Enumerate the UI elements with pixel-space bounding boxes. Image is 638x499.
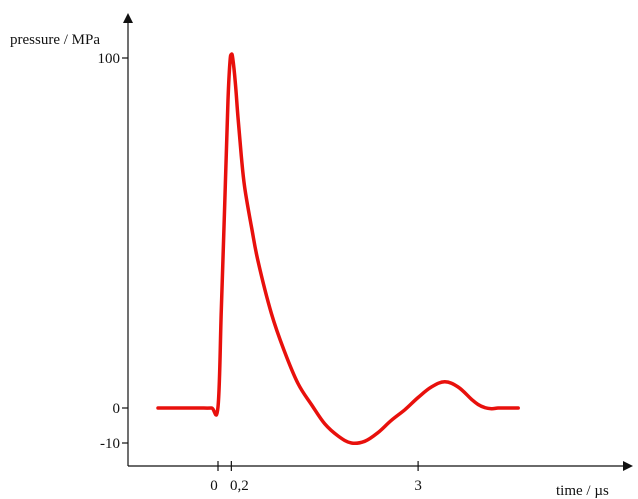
- y-tick-label: 0: [113, 401, 121, 417]
- x-tick-label: 3: [414, 478, 422, 494]
- y-tick-label: 100: [98, 51, 121, 67]
- x-tick-label: 0: [210, 478, 218, 494]
- x-tick-label: 0,2: [230, 478, 249, 494]
- x-axis-label: time / µs: [556, 483, 609, 499]
- y-ticks: 100 0 -10: [98, 51, 128, 452]
- x-ticks: 0 0,2 3: [210, 461, 422, 494]
- y-axis-label: pressure / MPa: [10, 32, 100, 48]
- pressure-curve-line: [156, 52, 520, 446]
- y-tick-label: -10: [100, 436, 120, 452]
